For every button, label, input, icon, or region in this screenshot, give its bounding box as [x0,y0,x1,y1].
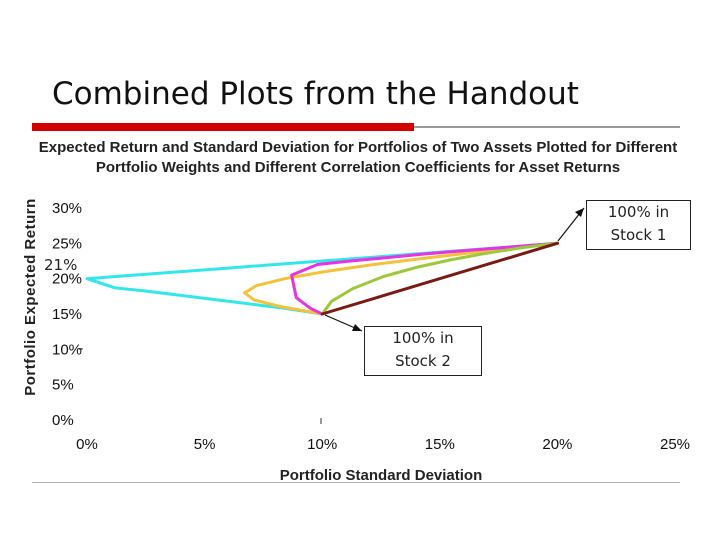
y-tick-label: 20% [52,271,82,288]
ten-percent-dash: - [78,339,84,357]
stock1-callout: 100% in Stock 1 [586,200,691,250]
stock1-callout-line-1: 100% in [607,203,670,221]
stock2-callout-line-2: Stock 2 [395,352,451,370]
chart-title-line-2: Portfolio Weights and Different Correlat… [96,159,620,176]
y-tick-label: 10% [52,341,82,358]
twenty-one-percent-mark: 21% [44,256,78,274]
x-tick-labels: 0% 5% 10% 15% 20% 25% [76,436,690,453]
title-underline-red [32,123,414,131]
y-axis-label: Portfolio Expected Return [22,198,39,396]
y-tick-label: 25% [52,235,82,252]
y-tick-label: 0% [52,412,74,429]
y-tick-labels: 0% 5% 10% 15% 20% 25% 30% [52,200,82,429]
x-tick-label: 5% [194,436,216,453]
series-line-4 [320,241,559,316]
x-tick-label: 15% [425,436,455,453]
stock1-arrowhead [575,208,584,217]
series-line-1 [243,241,559,316]
x-tick-label: 10% [307,436,337,453]
series-line-2 [290,241,559,316]
y-tick-label: 15% [52,306,82,323]
y-tick-label: 30% [52,200,82,217]
x-tick-label: 20% [542,436,572,453]
x-axis-label: Portfolio Standard Deviation [280,467,483,484]
slide-bottom-line [32,482,680,483]
x-tick-label: 25% [660,436,690,453]
series-lines [85,241,559,316]
stock2-arrowhead [352,324,362,331]
series-line-3 [320,241,559,316]
y-tick-label: 5% [52,377,74,394]
title-underline-gray [414,126,680,128]
stock2-callout-line-1: 100% in [392,329,454,347]
slide-title: Combined Plots from the Handout [52,76,579,112]
stock1-callout-line-2: Stock 1 [610,226,667,244]
stock2-callout: 100% in Stock 2 [364,326,482,376]
chart-title-line-1: Expected Return and Standard Deviation f… [39,139,677,156]
x-tick-label: 0% [76,436,98,453]
